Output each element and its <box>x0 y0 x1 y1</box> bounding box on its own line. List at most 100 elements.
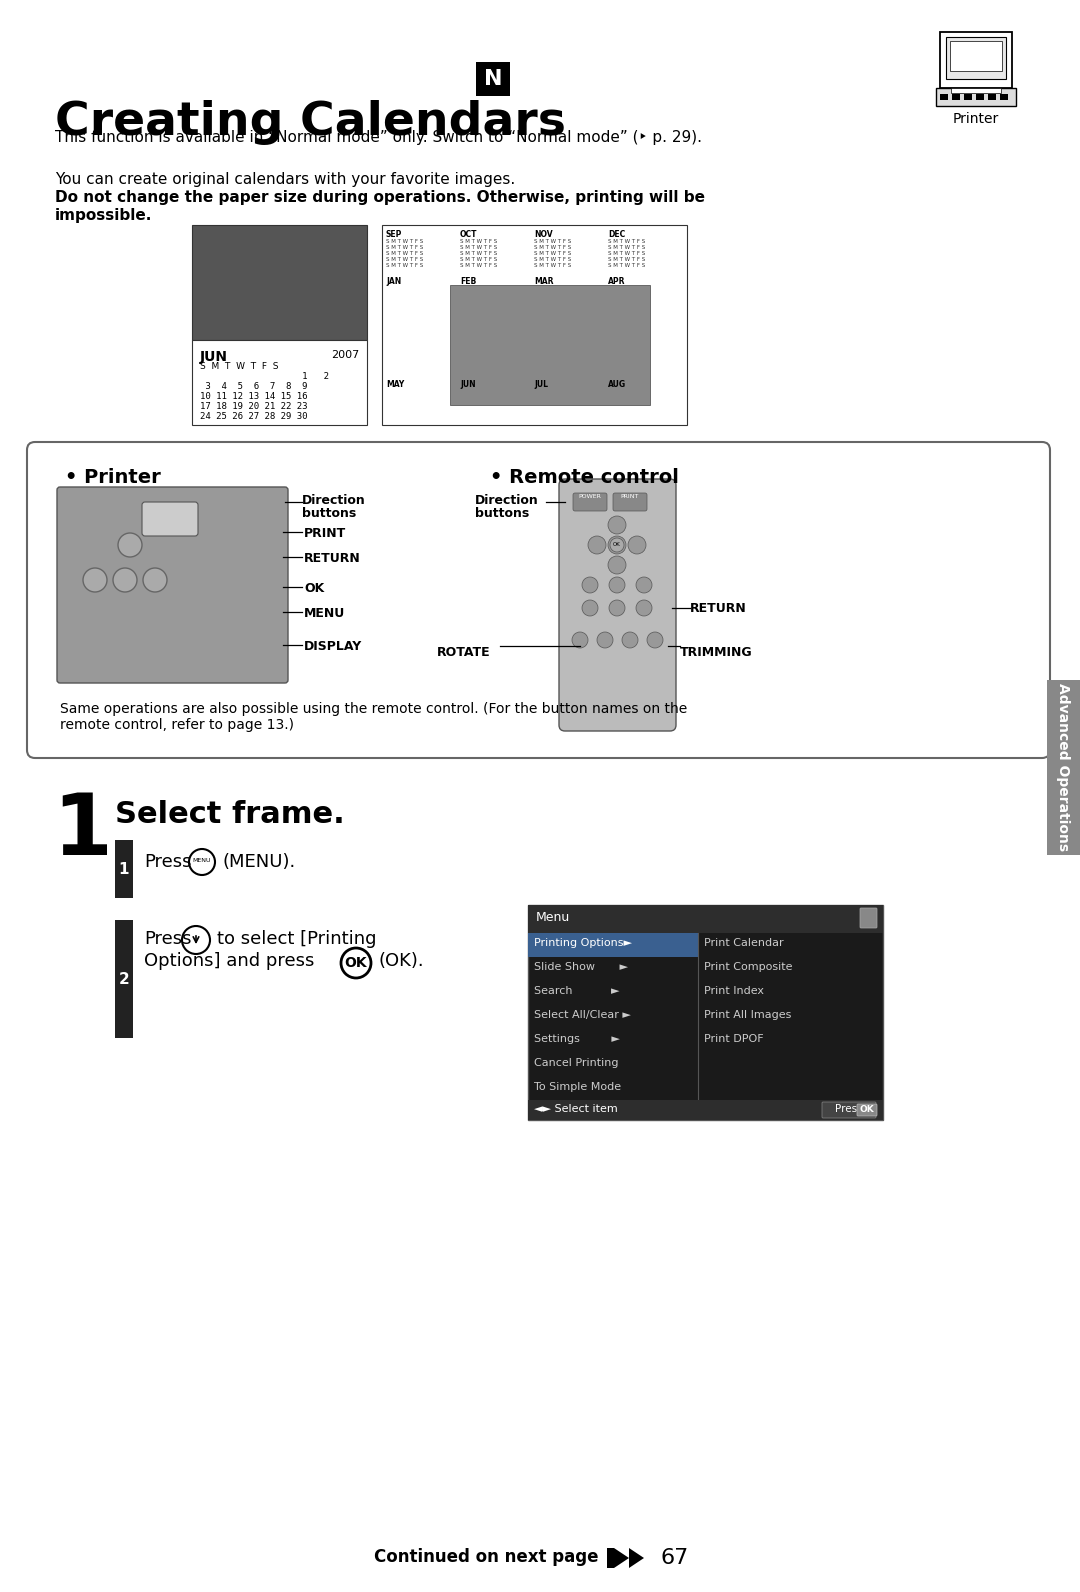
Text: Press: Press <box>144 930 191 947</box>
Circle shape <box>622 632 638 648</box>
Text: N: N <box>484 68 502 89</box>
Circle shape <box>582 576 598 592</box>
Text: JUL: JUL <box>534 380 548 388</box>
Circle shape <box>610 538 624 552</box>
Polygon shape <box>629 1547 644 1568</box>
Text: S M T W T F S: S M T W T F S <box>608 263 645 267</box>
Circle shape <box>189 849 215 876</box>
FancyBboxPatch shape <box>860 907 877 928</box>
Text: Direction: Direction <box>302 494 366 506</box>
Text: Cancel Printing: Cancel Printing <box>534 1059 619 1068</box>
Text: FEB: FEB <box>460 277 476 287</box>
Text: Press: Press <box>144 853 191 871</box>
Bar <box>192 341 367 425</box>
Bar <box>114 920 133 1038</box>
Text: 3  4  5  6  7  8  9: 3 4 5 6 7 8 9 <box>200 382 308 392</box>
Circle shape <box>636 600 652 616</box>
Text: Press: Press <box>835 1103 863 1114</box>
Bar <box>382 224 687 425</box>
Bar <box>528 1100 883 1121</box>
Circle shape <box>83 568 107 592</box>
Bar <box>114 841 133 898</box>
Circle shape <box>143 568 167 592</box>
Text: S M T W T F S: S M T W T F S <box>386 252 423 256</box>
Circle shape <box>341 947 372 977</box>
Text: S M T W T F S: S M T W T F S <box>534 256 571 263</box>
Text: Same operations are also possible using the remote control. (For the button name: Same operations are also possible using … <box>60 702 687 732</box>
Text: 17 18 19 20 21 22 23: 17 18 19 20 21 22 23 <box>200 403 308 411</box>
Circle shape <box>647 632 663 648</box>
Text: DISPLAY: DISPLAY <box>303 640 362 653</box>
Text: Printing Options►: Printing Options► <box>534 938 632 947</box>
FancyBboxPatch shape <box>613 494 647 511</box>
Circle shape <box>183 927 210 954</box>
Text: ROTATE: ROTATE <box>437 646 490 659</box>
Text: JAN: JAN <box>386 277 402 287</box>
Text: (MENU).: (MENU). <box>222 853 295 871</box>
Bar <box>940 32 1012 88</box>
Text: Do not change the paper size during operations. Otherwise, printing will be: Do not change the paper size during oper… <box>55 189 705 205</box>
Bar <box>940 94 948 100</box>
FancyBboxPatch shape <box>141 501 198 537</box>
Text: AUG: AUG <box>608 380 626 388</box>
Text: S M T W T F S: S M T W T F S <box>460 256 497 263</box>
Text: Select frame.: Select frame. <box>114 801 345 829</box>
Text: JUN: JUN <box>460 380 475 388</box>
Text: OK: OK <box>345 957 367 970</box>
Text: PRINT: PRINT <box>303 527 347 540</box>
Text: to select [Printing: to select [Printing <box>217 930 377 947</box>
FancyBboxPatch shape <box>27 443 1050 758</box>
Text: SEP: SEP <box>386 229 403 239</box>
FancyBboxPatch shape <box>559 479 676 731</box>
Circle shape <box>627 537 646 554</box>
Text: OK: OK <box>613 543 621 548</box>
Text: S M T W T F S: S M T W T F S <box>460 263 497 267</box>
Bar <box>528 933 698 957</box>
Text: JUN: JUN <box>200 350 228 365</box>
Text: MAY: MAY <box>386 380 404 388</box>
Text: S M T W T F S: S M T W T F S <box>608 256 645 263</box>
Text: POWER: POWER <box>579 495 602 500</box>
Text: S M T W T F S: S M T W T F S <box>608 252 645 256</box>
Bar <box>192 224 367 341</box>
Text: Direction: Direction <box>475 494 539 506</box>
Bar <box>976 94 984 100</box>
Text: impossible.: impossible. <box>55 209 152 223</box>
Text: 2: 2 <box>119 971 130 987</box>
Text: S M T W T F S: S M T W T F S <box>460 245 497 250</box>
Bar <box>476 62 510 96</box>
Text: 2007: 2007 <box>330 350 359 360</box>
Text: 10 11 12 13 14 15 16: 10 11 12 13 14 15 16 <box>200 392 308 401</box>
Text: Print Composite: Print Composite <box>704 962 793 973</box>
Text: Advanced Operations: Advanced Operations <box>1056 683 1070 852</box>
Circle shape <box>113 568 137 592</box>
Text: PRINT: PRINT <box>621 495 639 500</box>
FancyBboxPatch shape <box>858 1103 877 1116</box>
Text: 1   2: 1 2 <box>200 373 329 380</box>
Text: NOV: NOV <box>534 229 553 239</box>
Bar <box>936 88 1016 107</box>
Text: S  M  T  W  T  F  S: S M T W T F S <box>200 361 279 371</box>
Text: S M T W T F S: S M T W T F S <box>460 239 497 244</box>
Bar <box>950 41 1002 72</box>
FancyBboxPatch shape <box>57 487 288 683</box>
Text: S M T W T F S: S M T W T F S <box>386 239 423 244</box>
Text: (OK).: (OK). <box>378 952 423 970</box>
Text: MAR: MAR <box>534 277 554 287</box>
Text: S M T W T F S: S M T W T F S <box>386 263 423 267</box>
Bar <box>607 1547 615 1568</box>
Text: Printer: Printer <box>953 111 999 126</box>
Bar <box>951 94 960 100</box>
Circle shape <box>597 632 613 648</box>
Text: S M T W T F S: S M T W T F S <box>608 245 645 250</box>
Circle shape <box>608 556 626 575</box>
Text: MENU: MENU <box>303 607 346 619</box>
Text: 24 25 26 27 28 29 30: 24 25 26 27 28 29 30 <box>200 412 308 420</box>
Text: Creating Calendars: Creating Calendars <box>55 100 566 145</box>
FancyBboxPatch shape <box>822 1102 876 1118</box>
Text: S M T W T F S: S M T W T F S <box>386 245 423 250</box>
Text: OK: OK <box>860 1105 875 1113</box>
Circle shape <box>588 537 606 554</box>
Text: 1: 1 <box>119 861 130 877</box>
Bar <box>946 37 1005 80</box>
